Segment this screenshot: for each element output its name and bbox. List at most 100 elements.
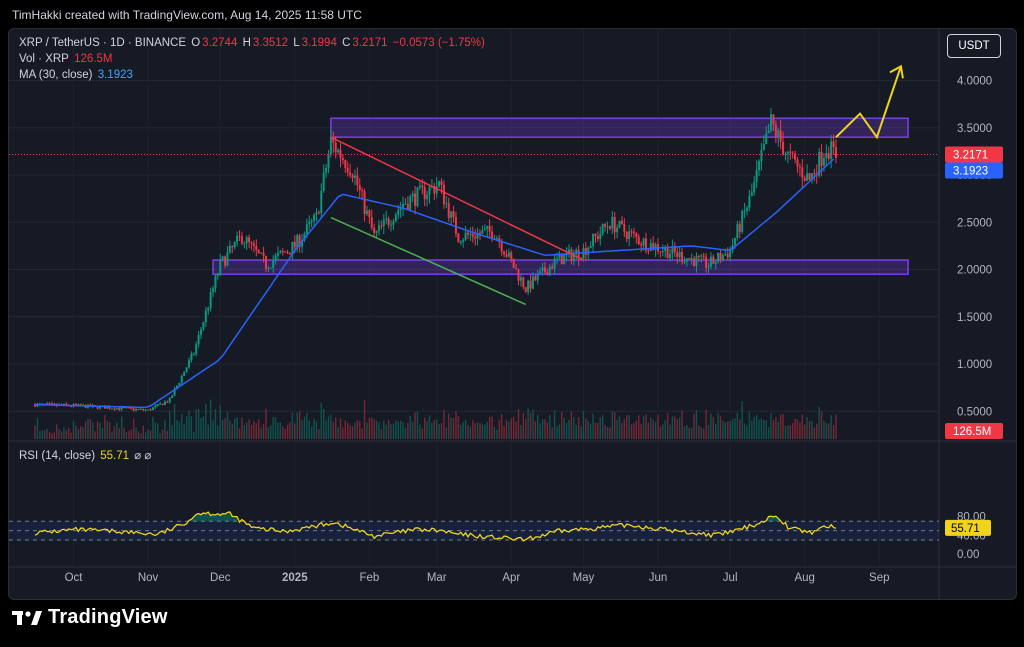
chart-panel[interactable]: 4.00003.50003.00002.50002.00001.50001.00… (8, 28, 1017, 600)
volume-bar (347, 422, 349, 439)
time-tick-label: Mar (427, 572, 447, 584)
volume-bar (154, 422, 157, 439)
volume-bar (520, 424, 522, 439)
price-tick-label: 4.0000 (957, 76, 992, 88)
candle-body (240, 236, 243, 244)
candle-body (219, 259, 222, 275)
descending_resistance (330, 136, 584, 261)
volume-bar (125, 431, 128, 439)
candle-body (250, 242, 253, 244)
volume-bar (770, 413, 772, 439)
candle-body (539, 270, 542, 274)
volume-bar (224, 418, 226, 439)
candle-body (726, 253, 729, 258)
volume-bar (375, 420, 378, 439)
chart-canvas[interactable]: 4.00003.50003.00002.50002.00001.50001.00… (9, 29, 1016, 599)
candle-body (353, 175, 356, 178)
rsi-axis-badge-label: 55.71 (951, 523, 980, 535)
volume-bar (390, 423, 392, 439)
candle-body (397, 210, 400, 215)
volume-bar (558, 424, 561, 439)
candle-body (349, 172, 352, 176)
high-value: 3.3512 (252, 37, 289, 49)
candle-body (659, 251, 662, 253)
candle-body (375, 230, 378, 233)
currency-button[interactable]: USDT (947, 34, 1001, 58)
volume-bar (51, 433, 53, 439)
candle-body (563, 254, 566, 265)
candle-body (733, 238, 736, 246)
candle-body (442, 184, 445, 205)
candle-body (279, 251, 282, 254)
candle-body (127, 407, 130, 409)
candle-body (709, 256, 712, 267)
volume-bar (426, 420, 428, 439)
candle-body (695, 256, 698, 267)
volume-bar (654, 422, 657, 439)
volume-bar (830, 415, 832, 439)
volume-bar (674, 416, 676, 439)
volume-bar (500, 414, 503, 439)
candle-body (421, 185, 424, 188)
candle-body (592, 233, 595, 247)
volume-bar (587, 420, 589, 439)
volume-bar (188, 410, 190, 439)
volume-bar (436, 419, 438, 439)
volume-bar (527, 408, 529, 439)
candle-body (608, 226, 611, 229)
time-tick-label: 2025 (282, 572, 308, 584)
candle-body (414, 193, 417, 206)
volume-bar (250, 425, 253, 439)
volume-bar (108, 422, 111, 439)
volume-bar (63, 427, 65, 439)
volume-bar (739, 419, 741, 439)
volume-bar (416, 411, 419, 439)
candle-body (669, 253, 672, 259)
ma-30-line (35, 158, 835, 409)
candle-body (738, 224, 741, 232)
volume-bar (589, 423, 592, 439)
volume-bar (484, 424, 486, 439)
volume-bar (496, 429, 498, 439)
candle-body (801, 167, 804, 178)
candle-body (289, 252, 292, 255)
candle-body (341, 158, 344, 161)
volume-bar (392, 423, 395, 439)
resistance_zone (330, 117, 909, 138)
candle-body (483, 228, 486, 231)
volume-bar (743, 423, 746, 439)
candle-body (488, 225, 491, 232)
candle-body (683, 261, 686, 263)
candle-body (693, 258, 696, 267)
candle-body (200, 329, 203, 335)
volume-bar (421, 428, 423, 439)
time-tick-label: Aug (794, 572, 814, 584)
volume-bar (811, 420, 813, 439)
candle-body (281, 251, 284, 253)
volume-bar (428, 415, 431, 439)
volume-bar (246, 422, 248, 439)
volume-bar (330, 414, 332, 439)
candle-body (120, 407, 123, 410)
candle-body (786, 151, 789, 154)
candle-body (745, 207, 748, 211)
candle-body (147, 409, 150, 411)
candle-body (628, 231, 631, 240)
candle-body (572, 253, 575, 262)
candle-body (803, 177, 806, 181)
rsi-legend: RSI (14, close) 55.71 ⌀ ⌀ (19, 448, 153, 462)
rsi-settings-icon[interactable]: ⌀ ⌀ (134, 450, 152, 462)
candle-body (568, 249, 571, 254)
candle-body (132, 408, 135, 411)
candle-body (301, 240, 304, 247)
candle-body (623, 224, 626, 232)
candle-body (796, 159, 799, 167)
volume-bar (183, 424, 185, 439)
volume-bar (681, 410, 683, 439)
volume-bar (537, 414, 539, 439)
ma-legend: MA (30, close) 3.1923 (19, 69, 135, 81)
volume-bar (399, 420, 402, 439)
volume-bar (414, 412, 416, 439)
candle-body (238, 235, 241, 237)
volume-bar (556, 426, 558, 439)
